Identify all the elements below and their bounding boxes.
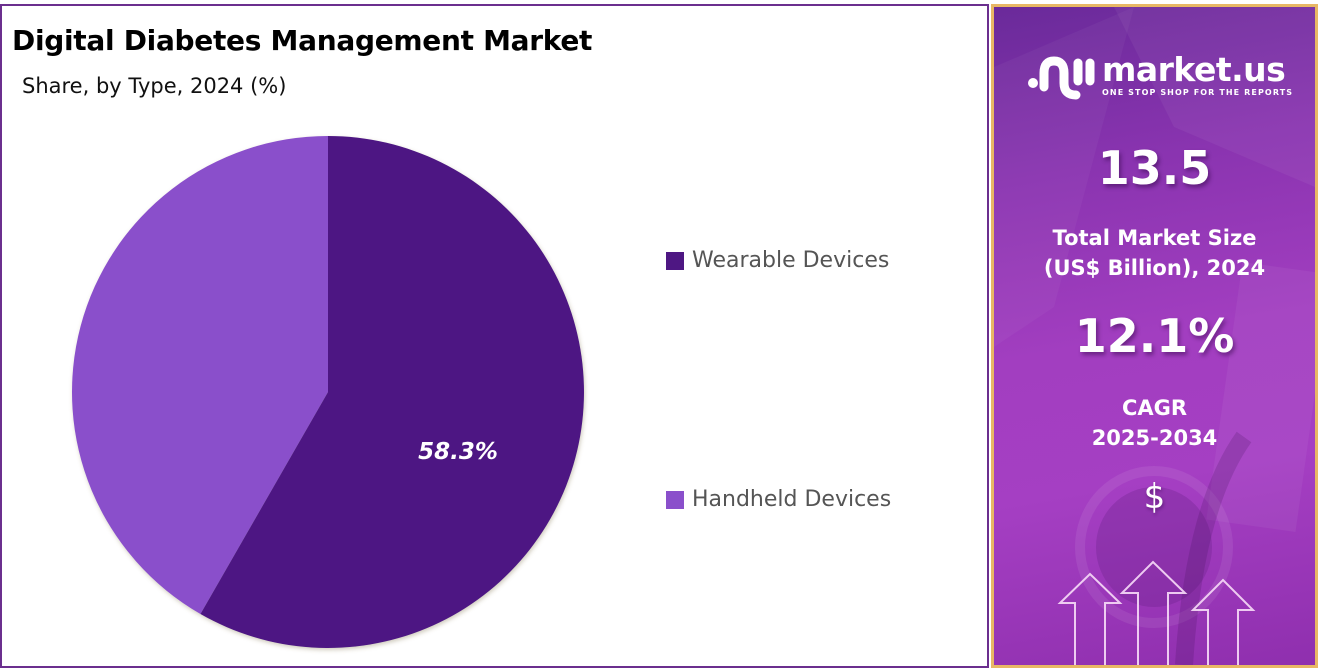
slice-data-label: 58.3% [418, 439, 498, 465]
legend-item-handheld-devices[interactable]: Handheld Devices [666, 487, 891, 512]
chart-panel: Digital Diabetes Management Market Share… [0, 4, 989, 668]
brand-logo[interactable]: market.us ONE STOP SHOP FOR THE REPORTS [1026, 47, 1293, 103]
legend-label: Handheld Devices [692, 487, 892, 512]
legend-item-wearable-devices[interactable]: Wearable Devices [666, 248, 889, 273]
pie-slice-wearable-devices[interactable] [200, 136, 584, 648]
market-size-label-line1: Total Market Size [1052, 226, 1257, 250]
dollar-icon: $ [1143, 477, 1166, 517]
legend-swatch-icon [666, 251, 684, 270]
cagr-value: 12.1% [1074, 309, 1235, 363]
market-us-logo-icon [1028, 56, 1095, 100]
background-decoration [994, 7, 1315, 665]
market-size-value: 13.5 [1097, 141, 1212, 195]
logo-tagline: ONE STOP SHOP FOR THE REPORTS [1102, 88, 1294, 97]
market-size-label-line2: (US$ Billion), 2024 [1043, 256, 1266, 280]
cagr-label-line2: 2025-2034 [1091, 426, 1218, 450]
legend-label: Wearable Devices [692, 248, 890, 273]
legend-swatch-icon [666, 490, 684, 509]
pie-slice-handheld-devices[interactable] [71, 136, 328, 614]
summary-side-panel: market.us ONE STOP SHOP FOR THE REPORTS … [991, 4, 1318, 668]
chart-subtitle: Share, by Type, 2024 (%) [22, 74, 287, 98]
logo-name: market.us [1102, 50, 1286, 89]
cagr-label-line1: CAGR [1121, 396, 1188, 420]
growth-arrows-icon [1057, 560, 1256, 665]
pie-chart: 58.3% [71, 136, 584, 648]
chart-title: Digital Diabetes Management Market [12, 24, 593, 57]
